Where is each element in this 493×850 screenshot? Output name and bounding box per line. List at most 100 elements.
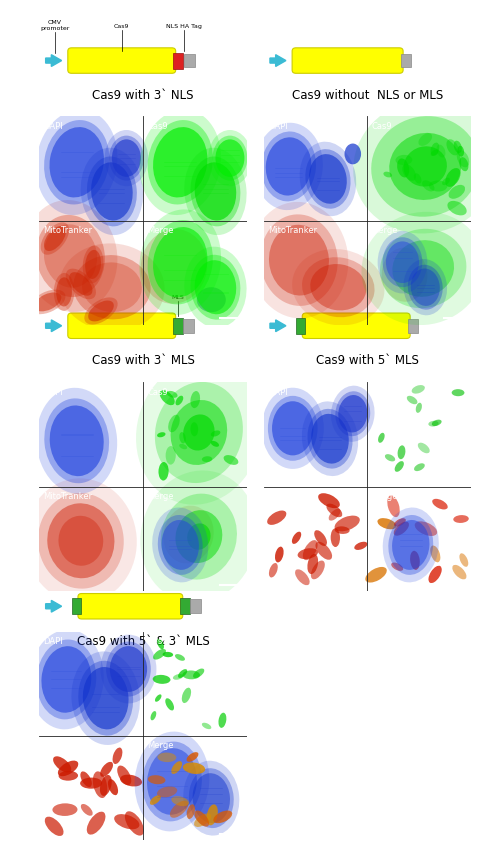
Text: Merge: Merge	[147, 226, 174, 235]
Ellipse shape	[326, 503, 342, 517]
Ellipse shape	[459, 553, 468, 567]
Ellipse shape	[394, 522, 409, 536]
Ellipse shape	[45, 817, 64, 836]
Ellipse shape	[190, 255, 241, 320]
Ellipse shape	[268, 396, 317, 461]
Bar	[71, 598, 81, 615]
Ellipse shape	[403, 259, 447, 315]
Ellipse shape	[211, 441, 219, 447]
Ellipse shape	[59, 516, 103, 566]
Ellipse shape	[414, 173, 422, 184]
FancyBboxPatch shape	[68, 313, 176, 338]
Text: Cas9 with 3` NLS: Cas9 with 3` NLS	[92, 89, 194, 102]
Ellipse shape	[275, 547, 283, 563]
Ellipse shape	[212, 136, 247, 180]
Text: Merge: Merge	[371, 226, 398, 235]
Bar	[183, 319, 194, 332]
Ellipse shape	[163, 652, 173, 657]
Ellipse shape	[261, 132, 316, 201]
Ellipse shape	[458, 145, 464, 156]
Text: DAPI: DAPI	[43, 388, 63, 397]
Ellipse shape	[397, 158, 409, 178]
Ellipse shape	[153, 649, 166, 660]
Ellipse shape	[171, 796, 189, 806]
Ellipse shape	[430, 143, 439, 156]
Ellipse shape	[383, 507, 439, 582]
Bar	[173, 318, 182, 334]
Ellipse shape	[153, 128, 208, 197]
Ellipse shape	[432, 420, 442, 426]
Ellipse shape	[140, 110, 221, 215]
Ellipse shape	[183, 761, 239, 836]
Ellipse shape	[147, 120, 213, 205]
Text: NLS HA Tag: NLS HA Tag	[166, 24, 202, 29]
Ellipse shape	[25, 479, 137, 604]
Ellipse shape	[394, 518, 406, 526]
Bar	[408, 319, 419, 332]
Ellipse shape	[335, 391, 370, 436]
Ellipse shape	[166, 446, 176, 465]
Ellipse shape	[171, 761, 182, 774]
Ellipse shape	[302, 401, 358, 476]
Ellipse shape	[36, 215, 105, 297]
Ellipse shape	[30, 290, 66, 314]
Ellipse shape	[382, 247, 427, 302]
Text: DAPI: DAPI	[43, 637, 63, 646]
Ellipse shape	[153, 227, 208, 298]
Ellipse shape	[316, 541, 332, 560]
Text: MitoTranker: MitoTranker	[268, 492, 317, 501]
Ellipse shape	[292, 531, 301, 544]
Ellipse shape	[161, 494, 237, 580]
Ellipse shape	[81, 804, 93, 816]
Text: MLS: MLS	[172, 296, 184, 301]
FancyArrow shape	[46, 320, 62, 332]
Ellipse shape	[160, 390, 175, 405]
Ellipse shape	[53, 756, 71, 773]
Ellipse shape	[303, 540, 317, 560]
FancyBboxPatch shape	[292, 48, 403, 73]
Ellipse shape	[354, 541, 367, 550]
Ellipse shape	[353, 99, 493, 234]
Ellipse shape	[447, 139, 459, 156]
Ellipse shape	[83, 667, 129, 729]
Text: DAPI: DAPI	[268, 388, 287, 397]
Ellipse shape	[418, 443, 430, 453]
Ellipse shape	[29, 630, 104, 729]
Text: Cas9 with 3` MLS: Cas9 with 3` MLS	[92, 354, 194, 367]
Text: Merge: Merge	[371, 492, 398, 501]
Ellipse shape	[388, 515, 433, 575]
Ellipse shape	[54, 273, 74, 311]
Ellipse shape	[141, 229, 207, 303]
Ellipse shape	[112, 747, 122, 764]
FancyArrow shape	[46, 54, 62, 66]
Ellipse shape	[298, 548, 318, 559]
Ellipse shape	[88, 301, 114, 321]
Ellipse shape	[331, 529, 340, 547]
Ellipse shape	[428, 566, 442, 583]
Ellipse shape	[431, 150, 439, 156]
Ellipse shape	[34, 292, 61, 311]
Ellipse shape	[87, 156, 137, 226]
Text: Cas9 with 5` MLS: Cas9 with 5` MLS	[316, 354, 419, 367]
Ellipse shape	[100, 775, 112, 796]
Ellipse shape	[171, 400, 227, 465]
Ellipse shape	[71, 651, 140, 745]
Text: Cas9: Cas9	[147, 637, 168, 646]
Ellipse shape	[179, 444, 187, 450]
Ellipse shape	[93, 771, 107, 798]
Ellipse shape	[378, 518, 396, 530]
Ellipse shape	[416, 403, 422, 413]
Ellipse shape	[429, 180, 447, 191]
Text: Cas9: Cas9	[114, 24, 130, 29]
Bar	[190, 599, 201, 613]
Ellipse shape	[59, 243, 165, 331]
Ellipse shape	[101, 635, 156, 704]
Ellipse shape	[58, 761, 78, 776]
Ellipse shape	[56, 277, 72, 307]
Ellipse shape	[308, 554, 318, 574]
Ellipse shape	[194, 813, 211, 827]
Text: Merge: Merge	[147, 492, 174, 501]
Ellipse shape	[422, 180, 434, 191]
Ellipse shape	[44, 120, 109, 205]
Ellipse shape	[184, 246, 246, 328]
